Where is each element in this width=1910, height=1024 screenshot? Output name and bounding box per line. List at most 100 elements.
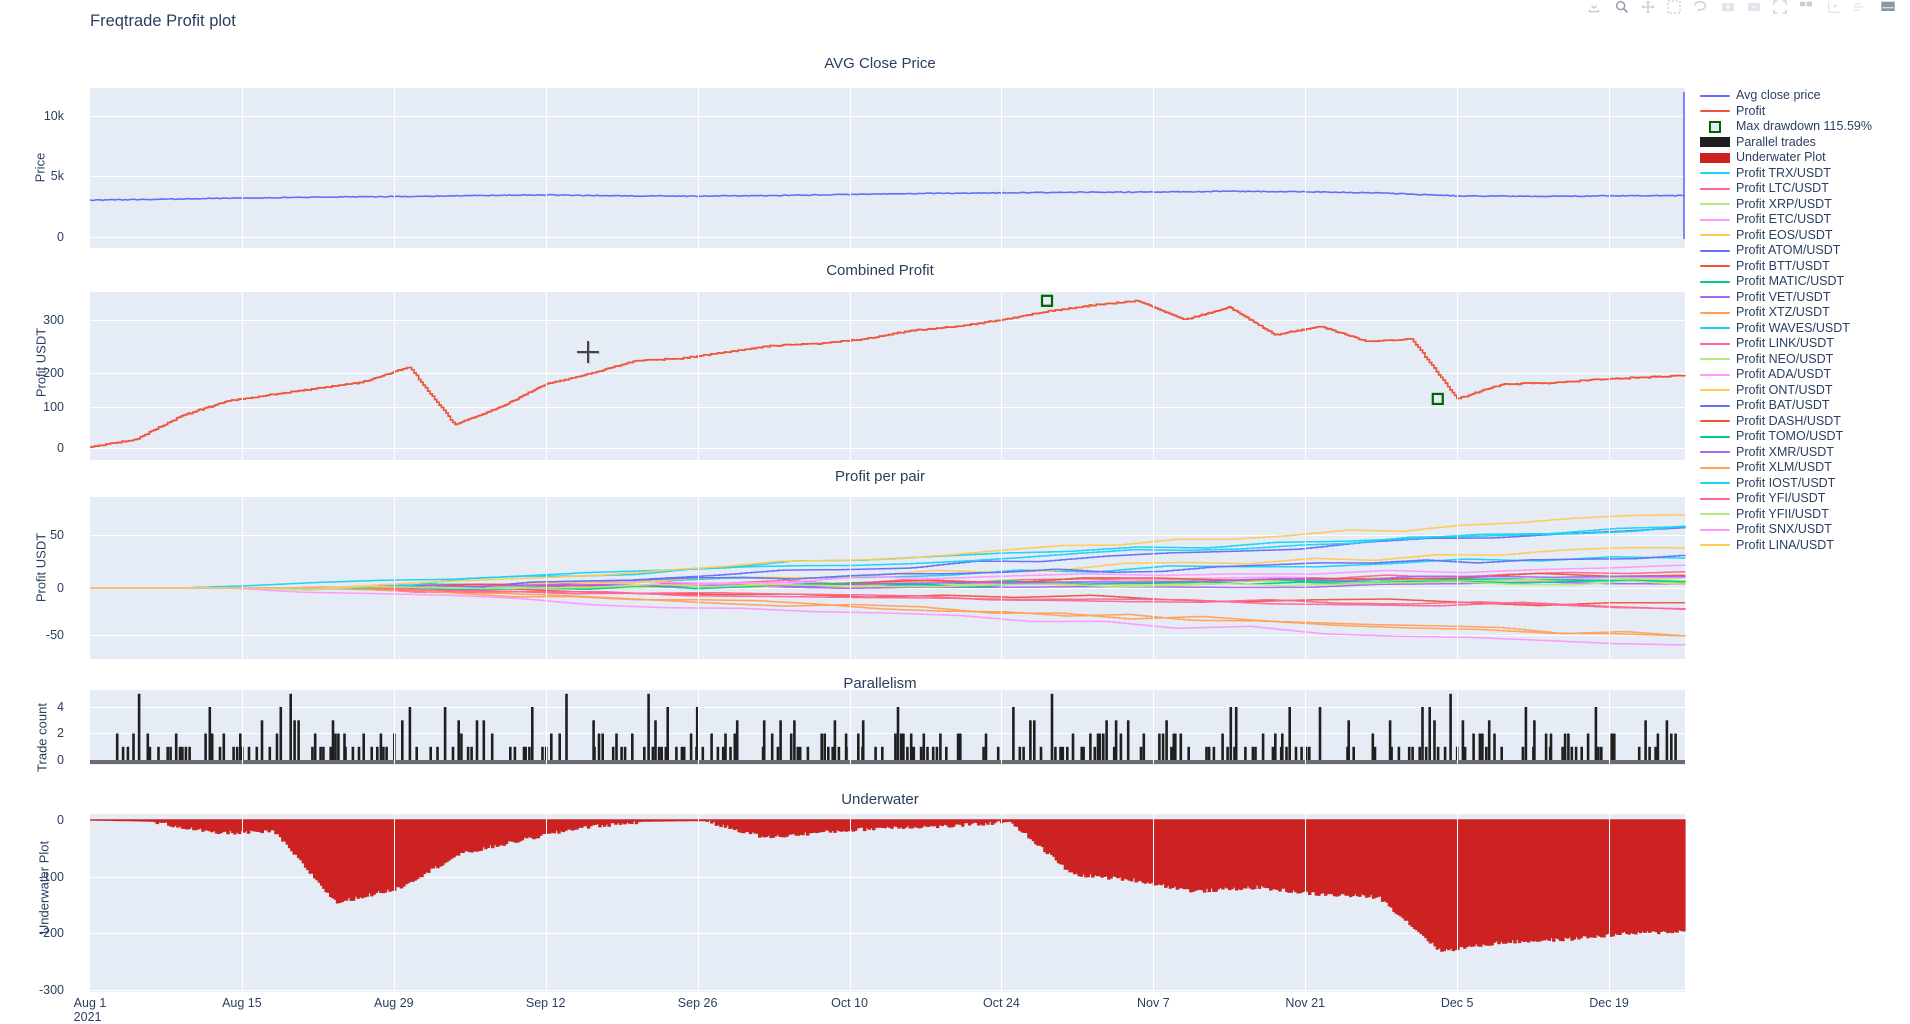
panel-underwater[interactable]: [90, 814, 1686, 992]
legend-item[interactable]: Avg close price: [1700, 88, 1910, 104]
plotly-modebar[interactable]: [1582, 0, 1900, 18]
gridline: [545, 814, 547, 992]
ytick-combined-300: 300: [43, 313, 64, 327]
box-select-icon[interactable]: [1662, 0, 1686, 18]
legend-item-label: Profit ETC/USDT: [1736, 212, 1832, 226]
legend-line-swatch: [1700, 228, 1730, 242]
legend-item-label: Profit: [1736, 103, 1766, 118]
legend-item-label: Profit VET/USDT: [1736, 289, 1831, 304]
subplot-title-underwater: Underwater: [841, 791, 919, 808]
modebar-group-zoom[interactable]: [1716, 0, 1818, 18]
gridline: [90, 877, 1685, 878]
legend-item[interactable]: Profit LINK/USDT: [1700, 336, 1910, 352]
legend-item[interactable]: Profit XTZ/USDT: [1700, 305, 1910, 321]
legend-line-swatch: [1700, 352, 1730, 366]
modebar-group-drag[interactable]: [1610, 0, 1712, 18]
modebar-group-hover[interactable]: [1822, 0, 1872, 18]
ytick-uw-neg300: -300: [38, 983, 64, 997]
legend-item[interactable]: Profit ADA/USDT: [1700, 367, 1910, 383]
legend-item[interactable]: Profit DASH/USDT: [1700, 414, 1910, 430]
legend-item[interactable]: Parallel trades: [1700, 135, 1910, 151]
xtick-dec-5: Dec 5: [1440, 996, 1474, 1010]
xtick-nov-21: Nov 21: [1285, 996, 1326, 1010]
legend-item[interactable]: Max drawdown 115.59%: [1700, 119, 1910, 135]
legend-item-label: Profit SNX/USDT: [1736, 522, 1832, 536]
yaxis-label-profit-per-pair: Profit USDT: [33, 532, 49, 603]
panel-combined-profit[interactable]: [90, 292, 1686, 460]
legend-item[interactable]: Profit MATIC/USDT: [1700, 274, 1910, 290]
legend-item[interactable]: Profit: [1700, 104, 1910, 120]
legend-item[interactable]: Profit ATOM/USDT: [1700, 243, 1910, 259]
gridline: [1153, 814, 1155, 992]
zoom-icon[interactable]: [1610, 0, 1634, 18]
plot-legend[interactable]: Avg close price Profit Max drawdown 115.59…: [1700, 88, 1910, 553]
subplot-title-combined-profit: Combined Profit: [826, 262, 934, 279]
legend-item-label: Profit MATIC/USDT: [1736, 274, 1845, 288]
legend-item[interactable]: Profit XLM/USDT: [1700, 460, 1910, 476]
legend-line-swatch: [1700, 275, 1730, 289]
gridline: [1001, 497, 1003, 659]
autoscale-icon[interactable]: [1768, 0, 1792, 18]
legend-line-swatch: [1700, 461, 1730, 475]
legend-item[interactable]: Profit LTC/USDT: [1700, 181, 1910, 197]
gridline: [849, 497, 851, 659]
gridline: [90, 733, 1685, 734]
series-underwater: [90, 819, 1686, 952]
yaxis-label-price: Price: [32, 152, 48, 183]
modebar-group-download[interactable]: [1582, 0, 1606, 18]
legend-item-label: Profit LINA/USDT: [1736, 537, 1834, 552]
legend-item[interactable]: Profit VET/USDT: [1700, 290, 1910, 306]
gridline: [1609, 88, 1611, 248]
legend-item[interactable]: Profit LINA/USDT: [1700, 538, 1910, 554]
gridline: [697, 690, 699, 765]
modebar-group-logo[interactable]: [1876, 0, 1900, 18]
panel-parallelism[interactable]: [90, 690, 1685, 765]
zoom-in-icon[interactable]: [1716, 0, 1740, 18]
gridline: [393, 497, 395, 659]
legend-item-label: Profit NEO/USDT: [1736, 351, 1834, 366]
plotly-logo-icon[interactable]: [1876, 0, 1900, 18]
xtick-dec-19: Dec 19: [1589, 996, 1629, 1010]
gridline: [1609, 814, 1611, 992]
series-avg-close-price: [89, 92, 1686, 239]
legend-item[interactable]: Profit TOMO/USDT: [1700, 429, 1910, 445]
hover-compare-icon[interactable]: [1848, 0, 1872, 18]
panel-avg-close-price[interactable]: [89, 88, 1686, 248]
legend-item[interactable]: Profit TRX/USDT: [1700, 166, 1910, 182]
pan-icon[interactable]: [1636, 0, 1660, 18]
legend-item[interactable]: Profit NEO/USDT: [1700, 352, 1910, 368]
legend-item[interactable]: Profit ONT/USDT: [1700, 383, 1910, 399]
gridline: [1457, 690, 1459, 765]
legend-line-swatch: [1700, 197, 1730, 211]
legend-item[interactable]: Profit ETC/USDT: [1700, 212, 1910, 228]
gridline: [1457, 88, 1459, 248]
legend-item[interactable]: Profit WAVES/USDT: [1700, 321, 1910, 337]
legend-item[interactable]: Profit EOS/USDT: [1700, 228, 1910, 244]
zoom-out-icon[interactable]: [1742, 0, 1766, 18]
panel-profit-per-pair[interactable]: [90, 497, 1686, 659]
ytick-pair-0: 0: [57, 581, 64, 595]
legend-item[interactable]: Profit YFI/USDT: [1700, 491, 1910, 507]
reset-axes-icon[interactable]: [1794, 0, 1818, 18]
legend-item-label: Underwater Plot: [1736, 150, 1826, 164]
legend-item[interactable]: Profit BTT/USDT: [1700, 259, 1910, 275]
legend-item[interactable]: Profit IOST/USDT: [1700, 476, 1910, 492]
gridline: [1305, 690, 1307, 765]
subplot-title-avg-close-price: AVG Close Price: [824, 55, 936, 72]
toggle-spikelines-icon[interactable]: [1822, 0, 1846, 18]
legend-item[interactable]: Underwater Plot: [1700, 150, 1910, 166]
ytick-pair-neg50: -50: [45, 628, 64, 642]
series-profit-per-pair: [90, 514, 1686, 646]
legend-item-label: Profit ATOM/USDT: [1736, 243, 1841, 257]
gridline: [1305, 814, 1307, 992]
legend-item[interactable]: Profit BAT/USDT: [1700, 398, 1910, 414]
lasso-select-icon[interactable]: [1688, 0, 1712, 18]
legend-item[interactable]: Profit XRP/USDT: [1700, 197, 1910, 213]
legend-item[interactable]: Profit SNX/USDT: [1700, 522, 1910, 538]
download-plot-icon[interactable]: [1582, 0, 1606, 18]
yaxis-label-trade-count: Trade count: [34, 703, 50, 772]
legend-item[interactable]: Profit XMR/USDT: [1700, 445, 1910, 461]
legend-item[interactable]: Profit YFII/USDT: [1700, 507, 1910, 523]
legend-item-label: Profit EOS/USDT: [1736, 227, 1833, 242]
gridline: [241, 497, 243, 659]
